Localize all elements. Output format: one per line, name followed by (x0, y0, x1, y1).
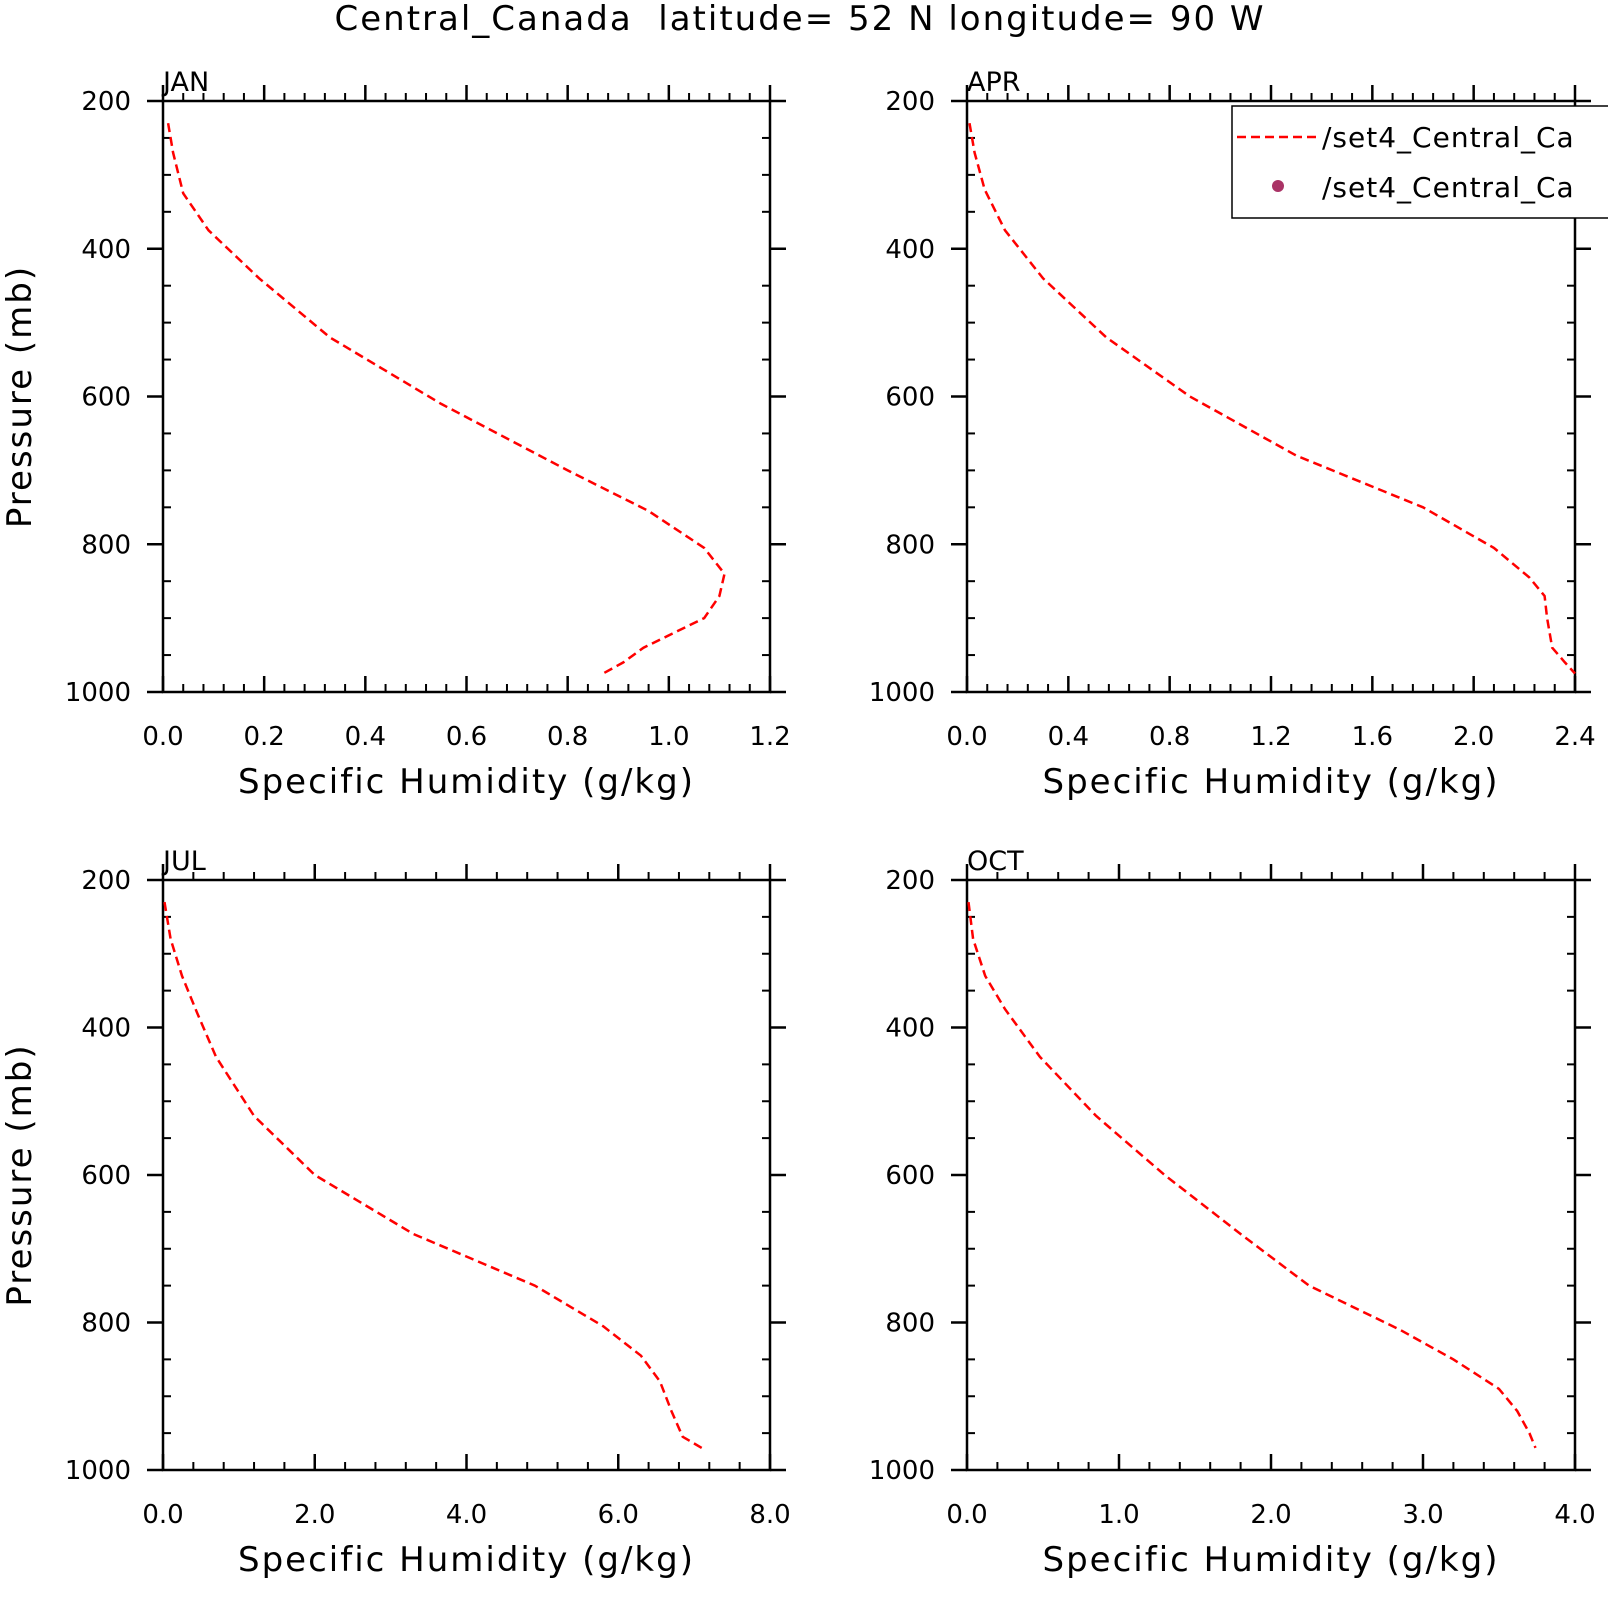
oct-xtick-label: 1.0 (1098, 1500, 1139, 1530)
apr-series-line (968, 122, 1576, 675)
jan-x-axis-title: Specific Humidity (g/kg) (238, 762, 695, 802)
oct-ytick-label: 800 (885, 1309, 935, 1339)
jul-panel: JUL 0.0 2.0 4.0 6.0 8.0 200 400 600 800 1000 Specif… (0, 846, 791, 1580)
jan-xtick-label: 0.0 (142, 722, 183, 752)
apr-ytick-label: 1000 (869, 678, 935, 708)
jan-ytick-label: 800 (81, 530, 131, 560)
oct-xtick-label: 3.0 (1402, 1500, 1443, 1530)
oct-xtick-label: 0.0 (946, 1500, 987, 1530)
apr-ytick-label: 200 (885, 87, 935, 117)
panels: JAN 0.0 0.2 0.4 0.6 0.8 1.0 1.2 200 400 600 800 1000… (0, 67, 1596, 1580)
apr-xtick-label: 1.6 (1352, 722, 1393, 752)
jan-y-axis-title: Pressure (mb) (0, 265, 40, 528)
jul-plot-frame (161, 878, 772, 1472)
jan-xtick-label: 0.4 (345, 722, 386, 752)
legend: /set4_Central_Ca /set4_Central_Ca (1231, 105, 1608, 219)
oct-ytick-label: 600 (885, 1161, 935, 1191)
apr-xtick-label: 2.0 (1453, 722, 1494, 752)
oct-series-line (967, 901, 1537, 1449)
jul-xtick-label: 0.0 (142, 1500, 183, 1530)
jan-ytick-label: 200 (81, 87, 131, 117)
jul-panel-title: JUL (161, 846, 206, 877)
apr-ytick-label: 400 (885, 235, 935, 265)
jan-ytick-label: 600 (81, 383, 131, 413)
legend-dot-marker (1272, 180, 1284, 192)
jan-ytick-label: 400 (81, 235, 131, 265)
oct-ytick-label: 1000 (869, 1456, 935, 1486)
jan-xtick-label: 0.6 (446, 722, 487, 752)
jul-ytick-label: 600 (81, 1161, 131, 1191)
oct-panel: OCT 0.0 1.0 2.0 3.0 4.0 200 400 600 800 1000 Specif… (869, 846, 1596, 1580)
oct-plot-frame (965, 878, 1577, 1472)
jul-xtick-label: 4.0 (446, 1500, 487, 1530)
legend-label-2: /set4_Central_Ca (1322, 171, 1575, 204)
jan-xtick-label: 1.2 (749, 722, 790, 752)
apr-xtick-label: 0.4 (1048, 722, 1089, 752)
oct-ytick-label: 400 (885, 1014, 935, 1044)
jan-xtick-label: 0.8 (547, 722, 588, 752)
jul-series-line (163, 901, 703, 1449)
legend-box (1231, 105, 1608, 219)
jul-y-axis-title: Pressure (mb) (0, 1043, 40, 1306)
apr-ytick-label: 600 (885, 383, 935, 413)
jul-ytick-label: 1000 (65, 1456, 131, 1486)
jul-xtick-label: 2.0 (294, 1500, 335, 1530)
oct-ytick-label: 200 (885, 866, 935, 896)
jul-ytick-label: 400 (81, 1014, 131, 1044)
apr-xtick-label: 0.0 (946, 722, 987, 752)
jan-plot-frame (161, 99, 772, 694)
apr-xtick-label: 2.4 (1554, 722, 1595, 752)
figure-title: Central_Canada latitude= 52 N longitude=… (334, 0, 1265, 39)
apr-xtick-label: 0.8 (1149, 722, 1190, 752)
jan-panel-title: JAN (161, 67, 209, 98)
apr-xtick-label: 1.2 (1250, 722, 1291, 752)
oct-xtick-label: 2.0 (1250, 1500, 1291, 1530)
jan-panel: JAN 0.0 0.2 0.4 0.6 0.8 1.0 1.2 200 400 600 800 1000… (0, 67, 791, 802)
legend-label-1: /set4_Central_Ca (1322, 121, 1575, 154)
jan-ytick-label: 1000 (65, 678, 131, 708)
jul-x-axis-title: Specific Humidity (g/kg) (238, 1540, 695, 1580)
apr-ytick-label: 800 (885, 530, 935, 560)
oct-x-axis-title: Specific Humidity (g/kg) (1043, 1540, 1500, 1580)
apr-x-axis-title: Specific Humidity (g/kg) (1043, 762, 1500, 802)
oct-panel-title: OCT (967, 846, 1024, 877)
jul-xtick-label: 6.0 (598, 1500, 639, 1530)
jan-xtick-label: 1.0 (648, 722, 689, 752)
jul-ytick-label: 200 (81, 866, 131, 896)
jan-series-line (166, 122, 726, 675)
jan-xtick-label: 0.2 (243, 722, 284, 752)
apr-panel-title: APR (967, 67, 1021, 98)
oct-xtick-label: 4.0 (1554, 1500, 1595, 1530)
jul-xtick-label: 8.0 (749, 1500, 790, 1530)
jul-ytick-label: 800 (81, 1309, 131, 1339)
apr-panel: APR 0.0 0.4 0.8 1.2 1.6 2.0 2.4 200 400 600 800 1000… (869, 67, 1596, 802)
